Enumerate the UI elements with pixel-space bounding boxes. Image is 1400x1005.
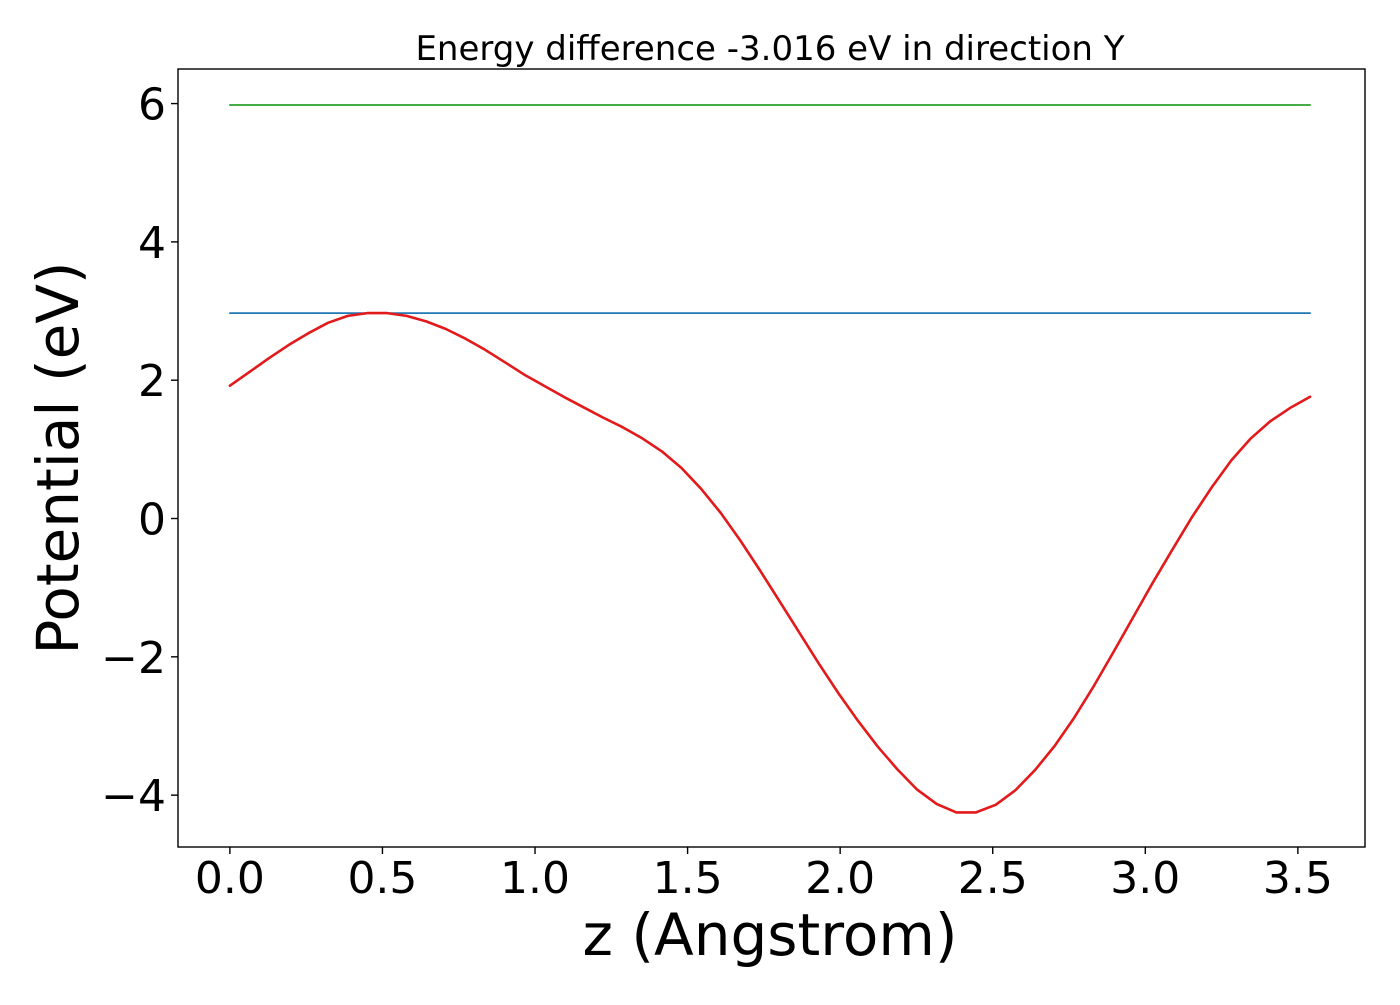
- plot-area-frame: [177, 68, 1366, 848]
- y-tick-label: 2: [138, 356, 166, 407]
- x-axis-label: z (Angstrom): [583, 901, 958, 969]
- y-axis-ticks: −4 −2 0 2 4 6: [101, 80, 178, 822]
- x-tick-label: 0.5: [347, 853, 417, 904]
- chart-title: Energy difference -3.016 eV in direction…: [415, 29, 1124, 69]
- series-line-2: [228, 311, 1312, 814]
- x-tick-label: 2.5: [958, 853, 1028, 904]
- y-tick-label: 4: [138, 218, 166, 269]
- y-tick-label: 0: [138, 495, 166, 546]
- y-axis-label: Potential (eV): [24, 261, 92, 654]
- x-axis-ticks: 0.0 0.5 1.0 1.5 2.0 2.5 3.0 3.5: [195, 847, 1333, 904]
- x-tick-label: 1.5: [653, 853, 723, 904]
- x-tick-label: 3.5: [1263, 853, 1333, 904]
- x-tick-label: 1.0: [500, 853, 570, 904]
- x-tick-label: 0.0: [195, 853, 265, 904]
- y-tick-label: −4: [101, 771, 166, 822]
- series-layer: [228, 104, 1312, 814]
- y-tick-label: 6: [138, 80, 166, 131]
- x-tick-label: 3.0: [1110, 853, 1180, 904]
- y-tick-label: −2: [101, 633, 166, 684]
- x-tick-label: 2.0: [805, 853, 875, 904]
